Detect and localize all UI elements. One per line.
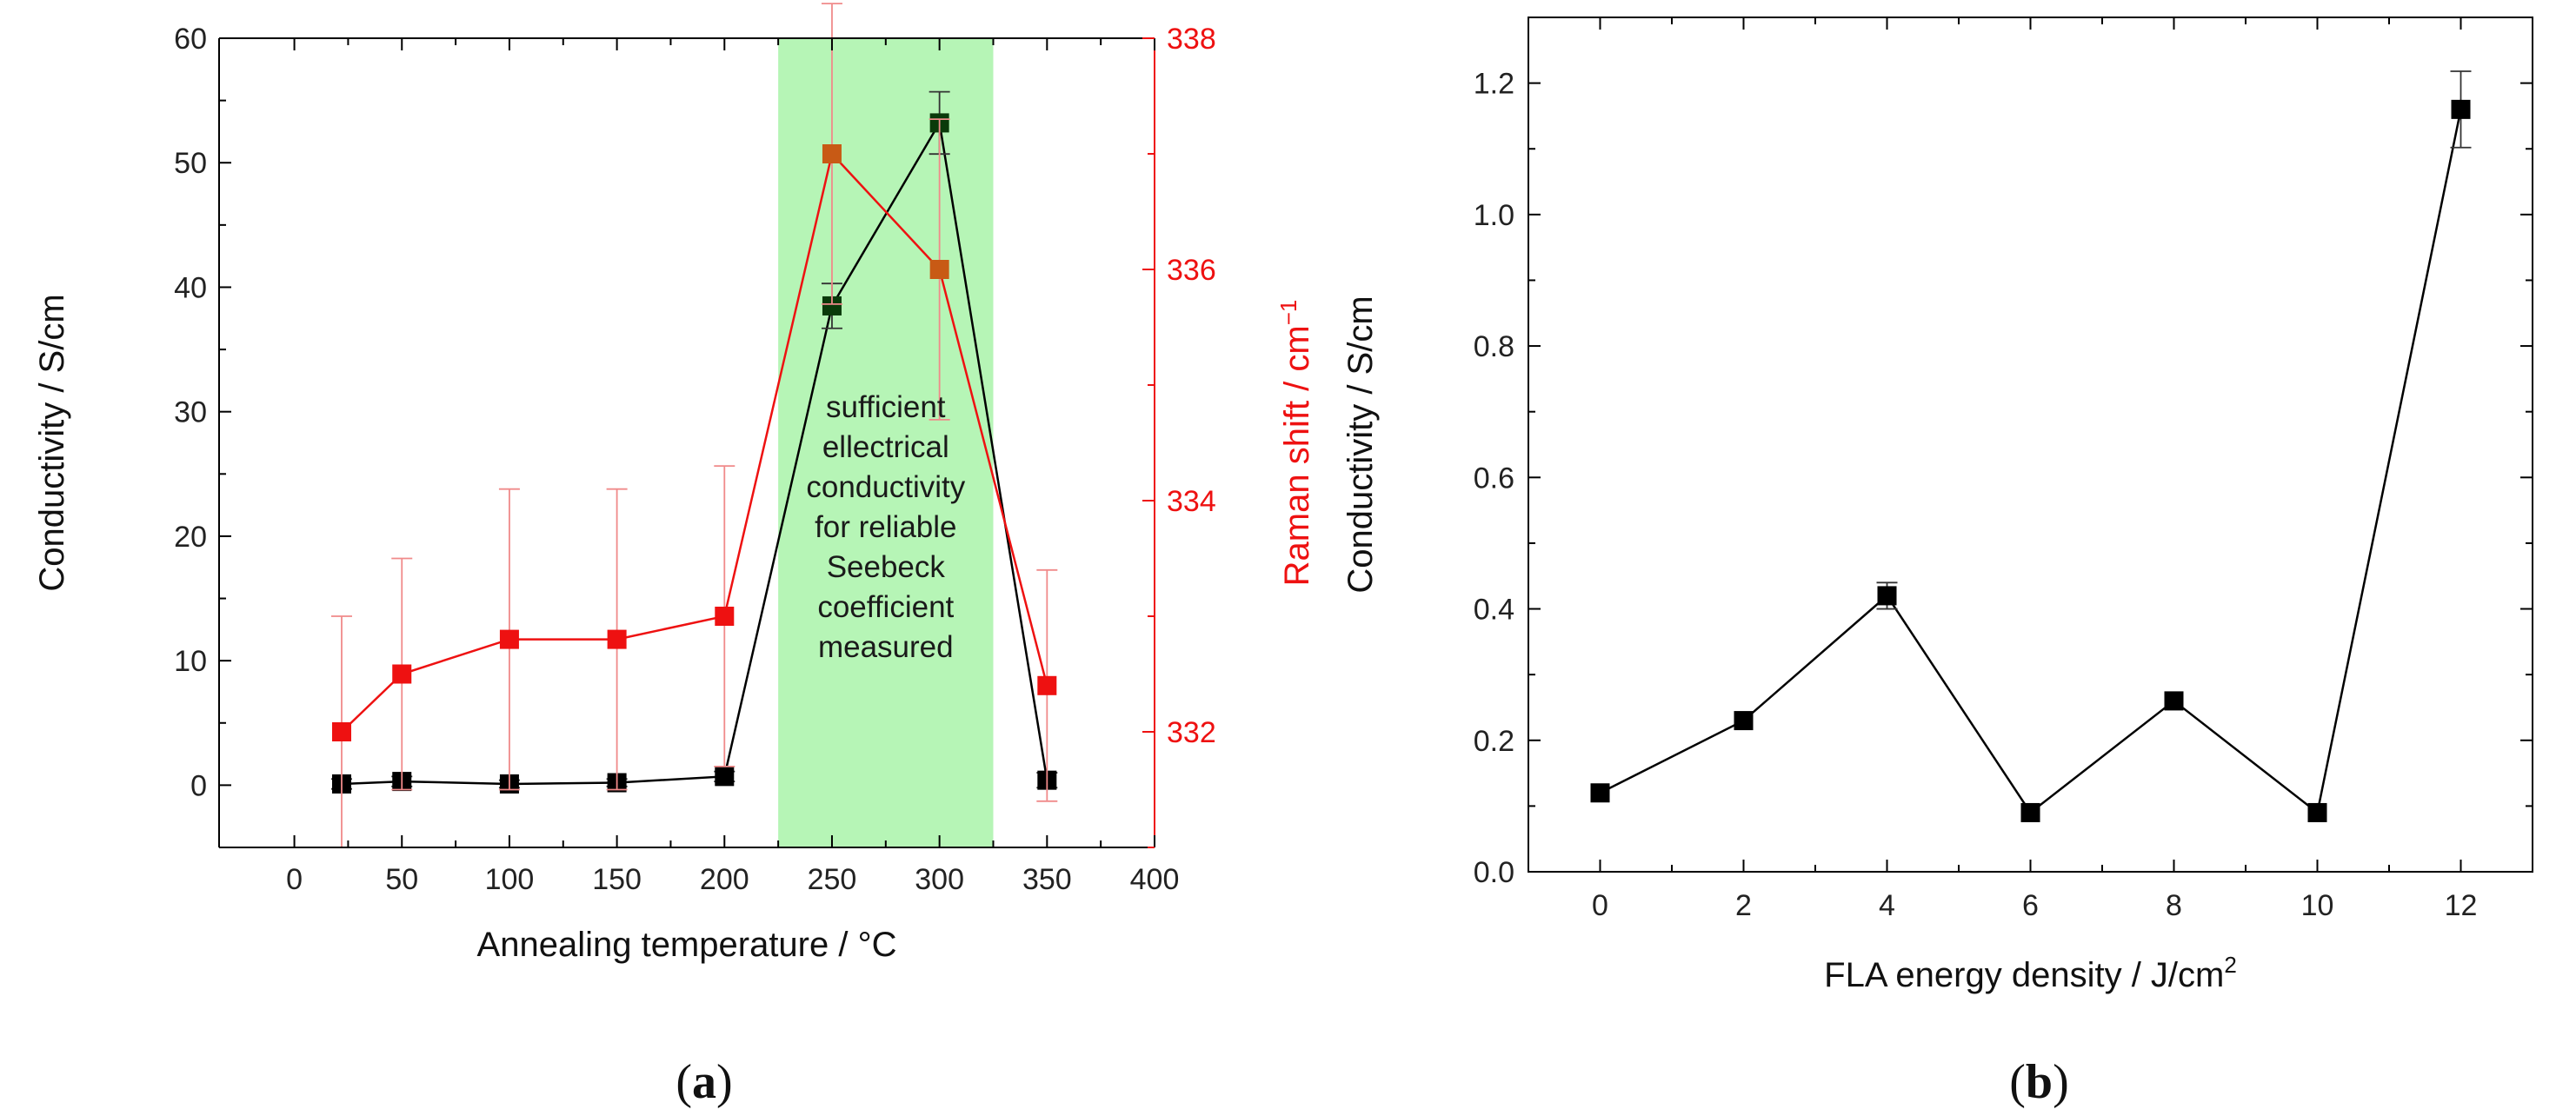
chart-b-marks	[1590, 70, 2472, 822]
y2-tick-label: 332	[1167, 716, 1216, 749]
panel-label-b: (b)	[2009, 1055, 2068, 1109]
x-tick-label: 200	[700, 863, 749, 896]
conductivity-data-point	[2020, 802, 2040, 822]
y-tick-label: 20	[174, 521, 207, 554]
conductivity-data-point	[822, 296, 842, 316]
conductivity-series-line	[341, 119, 1048, 786]
y2-label-superscript: −1	[1275, 300, 1301, 326]
y2-tick-label: 338	[1167, 23, 1216, 56]
chart-b-y-axis-label: Conductivity / S/cm	[1341, 296, 1380, 593]
y-tick-label: 0.8	[1474, 330, 1514, 363]
chart-a-y-axis-label: Conductivity / S/cm	[33, 294, 71, 591]
y-tick-label: 0	[190, 769, 207, 802]
y-tick-label: 1.0	[1474, 199, 1514, 232]
highlight-region	[778, 38, 994, 847]
conductivity-data-point	[1734, 711, 1754, 731]
raman-data-point	[1037, 675, 1057, 695]
x-tick-label: 300	[915, 863, 964, 896]
x-label-superscript: 2	[2224, 952, 2236, 978]
raman-data-point	[499, 629, 519, 649]
raman-series-line	[341, 151, 1048, 733]
raman-data-point	[929, 260, 949, 279]
y-tick-label: 50	[174, 147, 207, 180]
x-tick-label: 12	[2445, 889, 2478, 922]
chart-a-x-axis-label: Annealing temperature / °C	[477, 926, 897, 964]
panel-label-a: (a)	[676, 1055, 732, 1109]
highlight-text-line: sufficient	[826, 390, 946, 424]
y-tick-label: 40	[174, 271, 207, 304]
x-tick-label: 150	[592, 863, 642, 896]
x-tick-label: 8	[2166, 889, 2182, 922]
x-tick-label: 10	[2301, 889, 2334, 922]
y-tick-label: 10	[174, 645, 207, 678]
raman-data-point	[715, 607, 735, 626]
panel-a: 0 50 100 150 200 250 300 350 400 0 10 20 30 40 50 60 332…	[33, 3, 1316, 1109]
x-tick-label: 2	[1735, 889, 1752, 922]
chart-a-y2-axis-label: Raman shift / cm−1	[1275, 300, 1316, 587]
x-tick-label: 0	[286, 863, 303, 896]
panel-b: 0 2 4 6 8 10 12 0.0 0.2 0.4 0.6 0.8 1.0 1.2 FLA energ…	[1341, 17, 2533, 1109]
conductivity-data-point	[1877, 586, 1897, 606]
x-tick-label: 250	[808, 863, 857, 896]
highlight-text-line: coefficient	[817, 590, 954, 624]
x-tick-label: 400	[1130, 863, 1180, 896]
panel-label-letter: a	[692, 1055, 716, 1109]
highlight-annotation: sufficient ellectrical conductivity for rel…	[806, 390, 965, 664]
x-label-main: FLA energy density / J/cm	[1824, 956, 2224, 994]
y2-label-main: Raman shift / cm	[1278, 325, 1316, 586]
y2-tick-label: 334	[1167, 485, 1216, 518]
y2-tick-label: 336	[1167, 254, 1216, 287]
chart-b-axes: 0 2 4 6 8 10 12 0.0 0.2 0.4 0.6 0.8 1.0 1.2	[1474, 17, 2533, 922]
x-tick-label: 0	[1592, 889, 1608, 922]
x-tick-label: 6	[2022, 889, 2039, 922]
y-tick-label: 30	[174, 396, 207, 429]
panel-label-open: (	[676, 1055, 692, 1109]
chart-a-axes: 0 50 100 150 200 250 300 350 400 0 10 20 30 40 50 60 332…	[174, 23, 1216, 896]
x-tick-label: 4	[1879, 889, 1895, 922]
panel-label-close: )	[2053, 1055, 2069, 1109]
conductivity-data-point	[2451, 99, 2471, 119]
x-tick-label: 50	[385, 863, 418, 896]
highlight-text-line: measured	[818, 630, 954, 664]
raman-data-point	[607, 629, 627, 649]
y-tick-label: 0.6	[1474, 462, 1514, 495]
y-tick-label: 60	[174, 23, 207, 56]
highlight-text-line: for reliable	[815, 510, 956, 544]
conductivity-series-line	[1599, 109, 2462, 815]
raman-data-point	[331, 722, 351, 741]
y-tick-label: 0.2	[1474, 725, 1514, 758]
chart-b-x-axis-label: FLA energy density / J/cm2	[1824, 952, 2237, 994]
chart-a-marks	[330, 3, 1058, 848]
y-tick-label: 0.4	[1474, 594, 1514, 627]
highlight-text-line: Seebeck	[827, 550, 946, 584]
plot-frame	[1528, 17, 2533, 873]
x-tick-label: 350	[1022, 863, 1072, 896]
x-tick-label: 100	[485, 863, 535, 896]
conductivity-data-point	[2164, 691, 2184, 711]
y-tick-label: 1.2	[1474, 68, 1514, 101]
highlight-text-line: ellectrical	[822, 430, 949, 464]
panel-label-close: )	[716, 1055, 733, 1109]
raman-data-point	[822, 144, 842, 163]
conductivity-data-point	[1590, 783, 1610, 803]
conductivity-data-point	[2307, 802, 2327, 822]
panel-label-letter: b	[2026, 1055, 2053, 1109]
raman-data-point	[392, 664, 412, 684]
y-tick-label: 0.0	[1474, 856, 1514, 889]
conductivity-data-point	[715, 767, 735, 787]
highlight-text-line: conductivity	[806, 470, 965, 504]
panel-label-open: (	[2009, 1055, 2026, 1109]
